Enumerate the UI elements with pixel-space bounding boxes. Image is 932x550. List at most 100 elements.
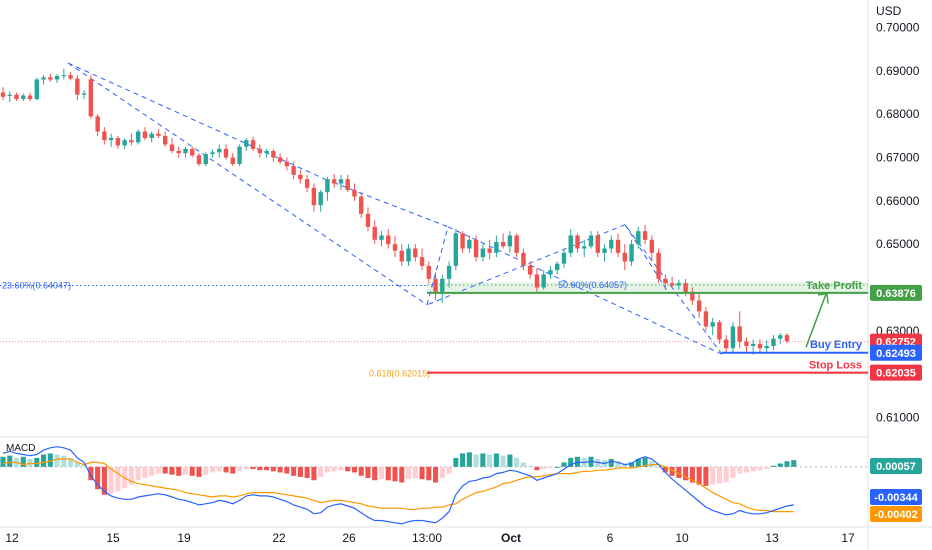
macd-histogram-bar [372, 466, 378, 481]
macd-histogram-bar [466, 452, 472, 467]
candle-body [696, 300, 702, 312]
macd-histogram-bar [730, 466, 736, 479]
stop-loss-badge-bg [870, 364, 922, 381]
candle-body [548, 270, 553, 275]
macd-signal-badge-bg [870, 506, 922, 522]
candle-body [575, 235, 580, 249]
macd-histogram-bar [770, 465, 777, 467]
candle-body [0, 92, 6, 97]
pattern-dashed-line [624, 224, 669, 293]
candles [0, 68, 790, 355]
macd-histogram-bar [365, 466, 371, 479]
macd-pane [0, 446, 868, 525]
macd-histogram-bar [291, 466, 297, 476]
candle-body [744, 341, 749, 346]
price-tick-label: 0.66000 [876, 194, 920, 208]
time-tick-label: 15 [106, 531, 120, 545]
macd-histogram-bar [243, 466, 249, 470]
candle-body [102, 131, 107, 141]
candle-body [203, 154, 208, 164]
macd-histogram-bar [480, 453, 486, 467]
macd-histogram-bar [0, 456, 6, 467]
macd-line [2, 446, 794, 525]
macd-histogram-bar [710, 466, 716, 485]
candle-body [433, 278, 438, 292]
take-profit-label: Take Profit [806, 280, 862, 292]
macd-histogram-bar [412, 466, 418, 479]
candle-body [271, 151, 276, 158]
macd-histogram-bar [385, 466, 391, 481]
macd-histogram-bar [358, 466, 364, 476]
candle-body [582, 246, 587, 249]
macd-histogram-bar [446, 466, 452, 474]
macd-histogram-bar [47, 453, 53, 467]
candle-body [426, 265, 431, 279]
candle-body [656, 252, 661, 279]
candle-body [595, 235, 600, 253]
time-tick-label: 10 [675, 531, 689, 545]
macd-histogram-bar [405, 466, 412, 480]
macd-histogram-bar [270, 466, 276, 472]
price-tick-label: 0.65000 [876, 237, 920, 251]
pattern-dashed-line [324, 178, 449, 228]
candle-body [311, 187, 317, 206]
take-profit-badge-bg [870, 284, 922, 301]
time-tick-label: 26 [342, 531, 356, 545]
candle-body [81, 93, 87, 95]
buy-entry-label: Buy Entry [810, 339, 863, 351]
macd-histogram-bar [547, 466, 553, 468]
candle-body [453, 233, 459, 266]
candle-body [446, 265, 452, 279]
macd-line-badge-bg [870, 489, 922, 505]
macd-histogram-bar [142, 466, 148, 479]
candle-body [352, 190, 357, 197]
macd-signal-line [2, 458, 794, 513]
candle-body [764, 346, 769, 349]
price-tick-label: 0.70000 [876, 21, 920, 35]
stop-loss-label: Stop Loss [809, 360, 862, 372]
stop-loss-badge: 0.62035 [876, 368, 916, 380]
price-axis[interactable]: 0.70000 0.69000 0.68000 0.67000 0.66000 0.650… [876, 21, 920, 425]
candle-body [129, 140, 134, 143]
macd-histogram-bar [520, 462, 526, 467]
fib-label-236: 23.60%(0.64047) [2, 280, 71, 290]
time-axis[interactable]: 12 15 19 22 26 13:00 Oct 6 10 13 17 [5, 531, 855, 545]
candle-body [196, 155, 202, 164]
macd-histogram-bar [311, 466, 317, 481]
price-tick-label: 0.61000 [876, 411, 920, 425]
candle-body [217, 148, 222, 153]
macd-histogram-bar [155, 466, 161, 474]
candle-body [460, 233, 465, 249]
macd-histogram-bar [419, 466, 425, 480]
time-tick-label: 17 [841, 531, 855, 545]
candle-body [690, 291, 695, 301]
candle-body [622, 252, 627, 262]
candle-body [723, 339, 729, 349]
candle-body [88, 79, 94, 117]
candle-body [277, 157, 283, 162]
candle-body [14, 94, 19, 99]
candle-body [135, 131, 141, 143]
macd-histogram-bar [237, 466, 243, 472]
macd-hist-badge-bg [870, 458, 922, 474]
candle-body [561, 252, 567, 264]
candle-body [169, 144, 175, 151]
candle-body [365, 213, 371, 227]
macd-histogram-bar [108, 466, 114, 494]
candle-body [284, 161, 290, 167]
candle-body [467, 239, 472, 249]
candle-body [609, 239, 614, 249]
candle-body [41, 77, 46, 80]
macd-histogram-bar [216, 466, 222, 472]
macd-histogram-bar [642, 457, 648, 467]
macd-histogram-bar [345, 466, 351, 472]
candle-body [223, 148, 229, 158]
candle-body [331, 179, 337, 184]
price-tick-label: 0.67000 [876, 151, 920, 165]
candle-body [48, 77, 53, 80]
macd-histogram-bar [791, 460, 797, 467]
candle-body [27, 95, 33, 99]
time-tick-label: 19 [177, 531, 191, 545]
macd-histogram-bar [527, 465, 533, 467]
